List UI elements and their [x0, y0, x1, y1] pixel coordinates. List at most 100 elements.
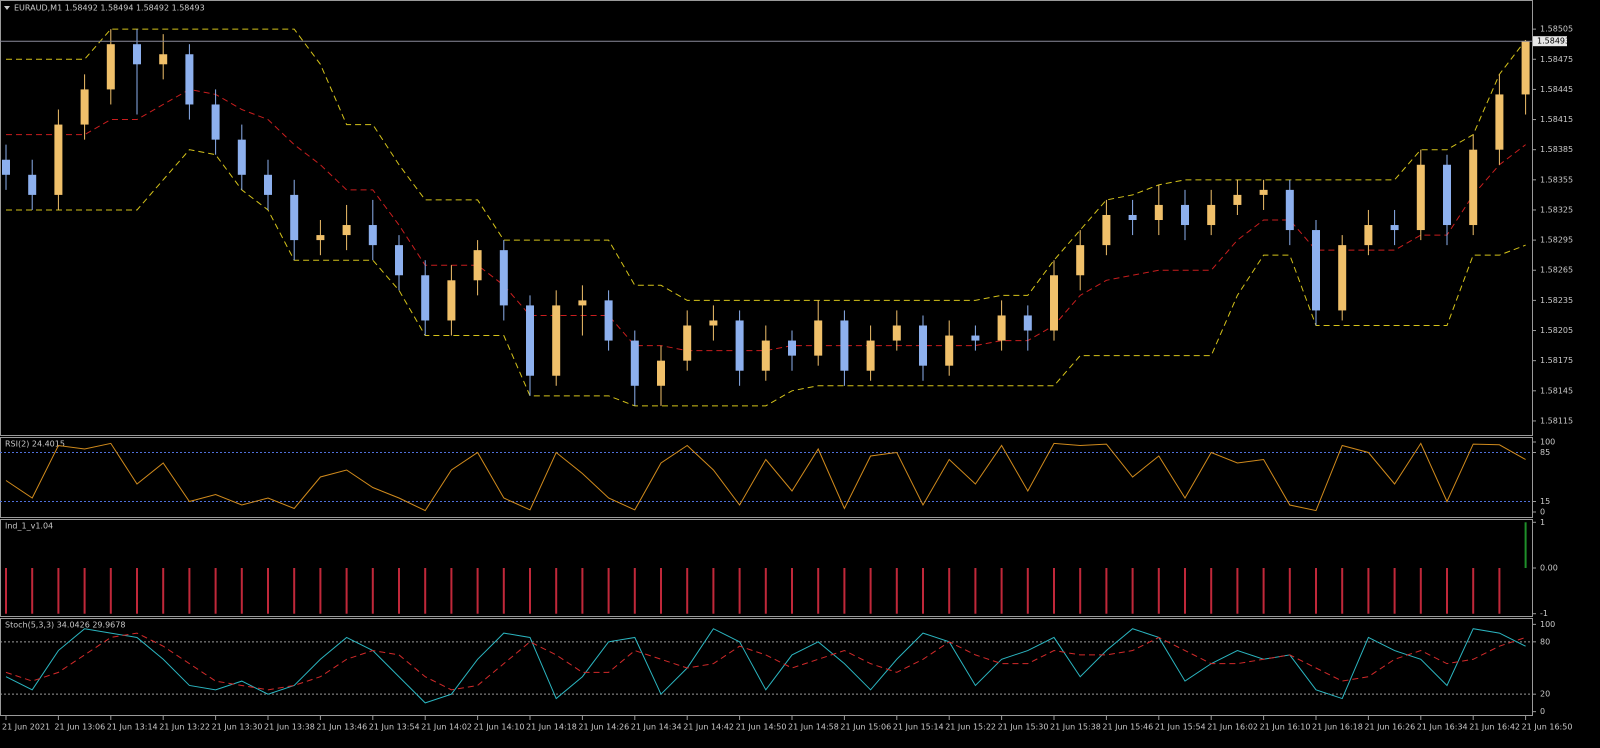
- x-tick-label: 21 Jun 16:18: [1312, 723, 1363, 732]
- candle-body: [630, 340, 639, 386]
- candle-body: [499, 250, 508, 306]
- collapse-icon[interactable]: [4, 6, 10, 10]
- rsi-panel: [0, 437, 1533, 518]
- candle-body: [421, 275, 430, 321]
- candle-body: [997, 315, 1006, 341]
- histogram-bar: [5, 568, 7, 614]
- x-tick-label: 21 Jun 15:38: [1050, 723, 1101, 732]
- candle-body: [447, 280, 456, 321]
- candle-body: [657, 360, 665, 386]
- histogram-bar: [424, 568, 427, 614]
- candle-body: [1102, 214, 1111, 246]
- y-tick-label: 100: [1540, 620, 1555, 629]
- x-tick-label: 21 Jun 16:26: [1364, 723, 1415, 732]
- indicator-line: [5, 442, 1526, 512]
- x-tick-label: 21 Jun 14:10: [474, 723, 525, 732]
- histogram-bar: [188, 568, 191, 614]
- ind-title: Ind_1_v1.04: [5, 522, 53, 531]
- histogram-bar: [371, 568, 374, 614]
- candle-body: [1443, 164, 1451, 226]
- y-tick-label: 1.58385: [1540, 145, 1573, 154]
- histogram-bar: [1157, 568, 1160, 614]
- histogram-bar: [1210, 568, 1213, 614]
- histogram-bar: [1341, 568, 1344, 614]
- y-tick-label: 0.00: [1540, 564, 1558, 573]
- histogram-bar: [109, 568, 112, 614]
- candle-body: [1469, 149, 1478, 226]
- candle-body: [1207, 204, 1216, 226]
- candle-body: [552, 305, 561, 376]
- histogram-bar: [1105, 568, 1108, 614]
- y-tick-label: 1.58325: [1540, 205, 1573, 214]
- y-tick-label: 1.58505: [1540, 25, 1573, 34]
- y-tick-label: 1.58235: [1540, 296, 1573, 305]
- x-tick-label: 21 Jun 16:50: [1522, 723, 1573, 732]
- histogram-bar: [581, 568, 584, 614]
- main-panel: [0, 0, 1533, 436]
- x-tick-label: 21 Jun 13:14: [107, 723, 158, 732]
- y-tick-label: -1: [1540, 609, 1548, 618]
- histogram-bar: [869, 568, 872, 614]
- histogram-bar: [948, 568, 951, 614]
- histogram-bar: [398, 568, 400, 614]
- histogram-bar: [240, 568, 243, 614]
- histogram-bar: [319, 568, 322, 614]
- x-tick-label: 21 Jun 16:34: [1417, 723, 1468, 732]
- candle-body: [1390, 225, 1399, 231]
- y-tick-label: 1.58415: [1540, 115, 1573, 124]
- x-tick-label: 21 Jun 13:54: [369, 723, 420, 732]
- x-tick-label: 21 Jun 14:50: [736, 723, 787, 732]
- candle-body: [473, 250, 482, 281]
- candle-body: [1312, 230, 1320, 311]
- histogram-bar: [1053, 568, 1055, 614]
- histogram-bar: [686, 568, 689, 614]
- x-tick-label: 21 Jun 16:10: [1260, 723, 1311, 732]
- histogram-bar: [345, 568, 348, 614]
- candle-body: [185, 54, 194, 105]
- histogram-bar: [922, 568, 924, 614]
- candle-body: [683, 325, 692, 361]
- channel-lower: [6, 149, 1526, 407]
- y-tick-label: 100: [1540, 438, 1555, 447]
- stoch-panel: [0, 618, 1533, 716]
- candle-body: [1416, 164, 1425, 231]
- y-tick-label: 1.58145: [1540, 386, 1573, 395]
- histogram-bar: [791, 568, 793, 614]
- candle-body: [237, 139, 246, 175]
- candle-body: [814, 320, 823, 356]
- y-tick-label: 1.58355: [1540, 175, 1573, 184]
- candle-body: [1495, 94, 1504, 150]
- candle-body: [1181, 204, 1189, 226]
- x-tick-label: 21 Jun 14:26: [578, 723, 629, 732]
- histogram-bar: [502, 568, 505, 614]
- candle-body: [1076, 245, 1085, 276]
- histogram-bar: [1262, 568, 1265, 614]
- y-tick-label: 0: [1540, 508, 1545, 517]
- histogram-bar: [817, 568, 820, 614]
- x-tick-label: 21 Jun 15:06: [840, 723, 891, 732]
- x-tick-label: 21 Jun 15:46: [1102, 723, 1153, 732]
- histogram-bar: [895, 568, 898, 614]
- x-tick-label: 21 Jun 14:42: [683, 723, 734, 732]
- histogram-bar: [1524, 522, 1527, 568]
- histogram-bar: [1236, 568, 1239, 614]
- histogram-bar: [450, 568, 453, 614]
- histogram-bar: [843, 568, 846, 614]
- histogram-bar: [476, 568, 479, 614]
- histogram-bar: [555, 568, 558, 614]
- y-tick-label: 0: [1540, 707, 1545, 716]
- rsi-title: RSI(2) 24.4015: [5, 440, 65, 449]
- histogram-bar: [1131, 568, 1134, 614]
- candle-body: [290, 194, 299, 241]
- histogram-bar: [712, 568, 715, 614]
- x-tick-label: 21 Jun 13:22: [159, 723, 210, 732]
- x-tick-label: 21 Jun 14:02: [421, 723, 472, 732]
- y-tick-label: 1: [1540, 518, 1545, 527]
- x-tick-label: 21 Jun 14:58: [788, 723, 839, 732]
- candle-body: [1338, 245, 1347, 311]
- candle-body: [761, 340, 770, 371]
- histogram-bar: [1288, 568, 1291, 614]
- candle-body: [80, 89, 89, 125]
